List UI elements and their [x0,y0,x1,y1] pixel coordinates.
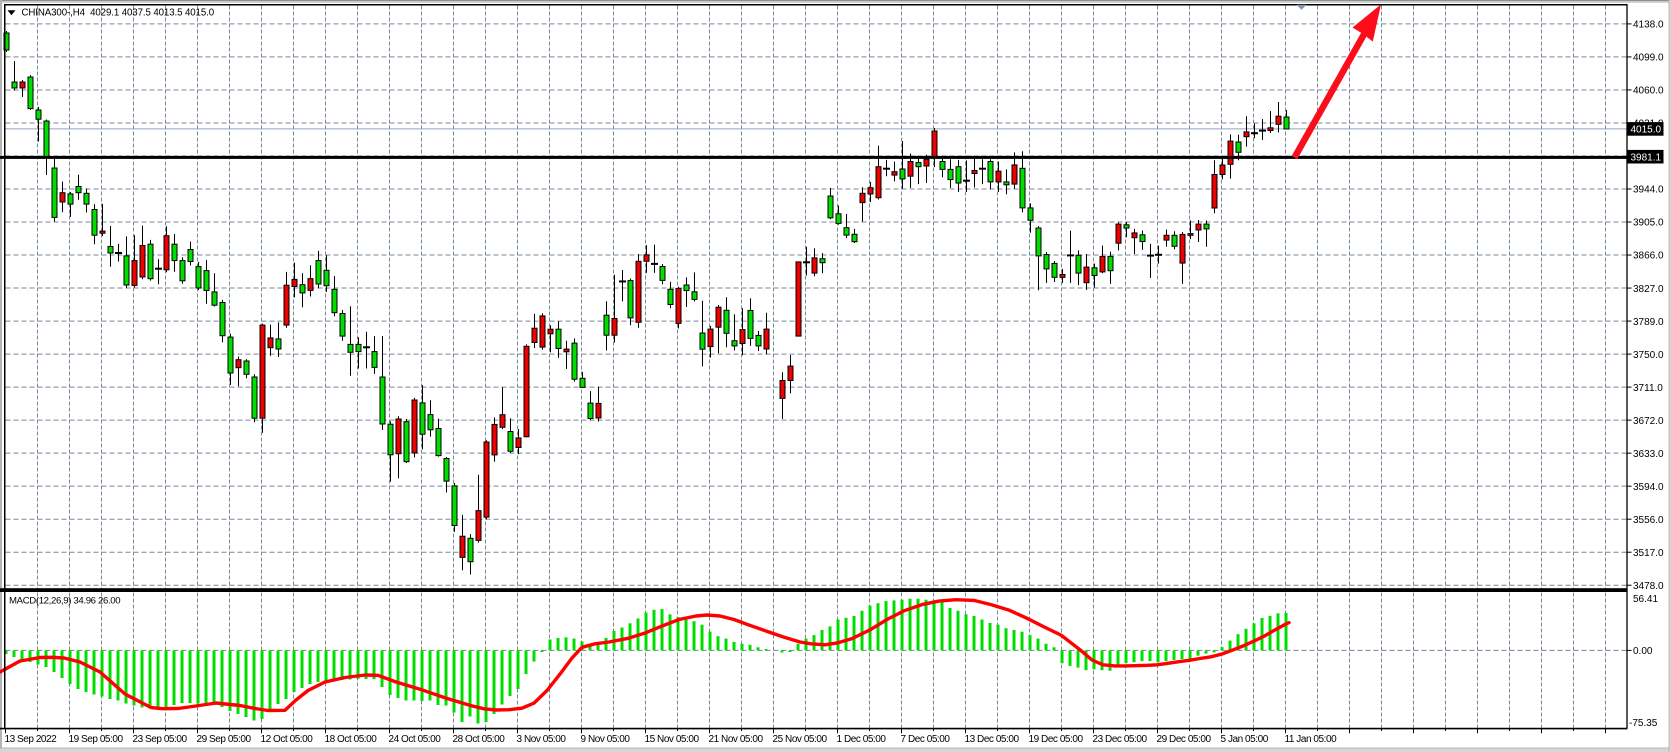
svg-text:11 Jan 05:00: 11 Jan 05:00 [1285,734,1338,745]
svg-text:3981.1: 3981.1 [1631,153,1662,164]
svg-text:13 Sep 2022: 13 Sep 2022 [5,734,58,745]
svg-text:12 Oct 05:00: 12 Oct 05:00 [261,734,314,745]
svg-text:3672.0: 3672.0 [1633,416,1664,427]
svg-text:0.00: 0.00 [1633,646,1653,657]
svg-text:3789.0: 3789.0 [1633,317,1664,328]
svg-text:28 Oct 05:00: 28 Oct 05:00 [453,734,506,745]
svg-text:3 Nov 05:00: 3 Nov 05:00 [517,734,567,745]
svg-text:CHINA300-,H4 4029.1 4037.5 40: CHINA300-,H4 4029.1 4037.5 4013.5 4015.0 [22,8,215,19]
svg-text:4138.0: 4138.0 [1633,20,1664,31]
svg-text:3517.0: 3517.0 [1633,548,1664,559]
svg-text:3478.0: 3478.0 [1633,581,1664,592]
svg-text:29 Sep 05:00: 29 Sep 05:00 [197,734,252,745]
svg-text:19 Dec 05:00: 19 Dec 05:00 [1029,734,1084,745]
svg-text:7 Dec 05:00: 7 Dec 05:00 [901,734,951,745]
svg-text:1 Dec 05:00: 1 Dec 05:00 [837,734,887,745]
svg-text:56.41: 56.41 [1633,594,1658,605]
svg-text:18 Oct 05:00: 18 Oct 05:00 [325,734,378,745]
svg-text:4060.0: 4060.0 [1633,86,1664,97]
svg-text:29 Dec 05:00: 29 Dec 05:00 [1157,734,1212,745]
svg-text:3633.0: 3633.0 [1633,449,1664,460]
svg-text:23 Dec 05:00: 23 Dec 05:00 [1093,734,1148,745]
svg-text:3556.0: 3556.0 [1633,515,1664,526]
svg-text:4015.0: 4015.0 [1631,125,1662,136]
svg-text:25 Nov 05:00: 25 Nov 05:00 [773,734,828,745]
svg-text:3594.0: 3594.0 [1633,482,1664,493]
svg-text:3711.0: 3711.0 [1633,383,1663,394]
svg-text:3827.0: 3827.0 [1633,284,1664,295]
svg-text:MACD(12,26,9) 34.96 26.00: MACD(12,26,9) 34.96 26.00 [9,596,120,607]
svg-text:3750.0: 3750.0 [1633,350,1664,361]
svg-text:3866.0: 3866.0 [1633,251,1664,262]
svg-text:9 Nov 05:00: 9 Nov 05:00 [581,734,631,745]
svg-text:13 Dec 05:00: 13 Dec 05:00 [965,734,1020,745]
svg-text:21 Nov 05:00: 21 Nov 05:00 [709,734,764,745]
svg-text:5 Jan 05:00: 5 Jan 05:00 [1221,734,1269,745]
svg-text:19 Sep 05:00: 19 Sep 05:00 [69,734,124,745]
svg-text:23 Sep 05:00: 23 Sep 05:00 [133,734,188,745]
svg-text:-75.35: -75.35 [1629,718,1658,729]
svg-text:24 Oct 05:00: 24 Oct 05:00 [389,734,442,745]
svg-text:4099.0: 4099.0 [1633,53,1664,64]
svg-text:3905.0: 3905.0 [1633,218,1664,229]
svg-text:15 Nov 05:00: 15 Nov 05:00 [645,734,700,745]
svg-text:3944.0: 3944.0 [1633,185,1664,196]
